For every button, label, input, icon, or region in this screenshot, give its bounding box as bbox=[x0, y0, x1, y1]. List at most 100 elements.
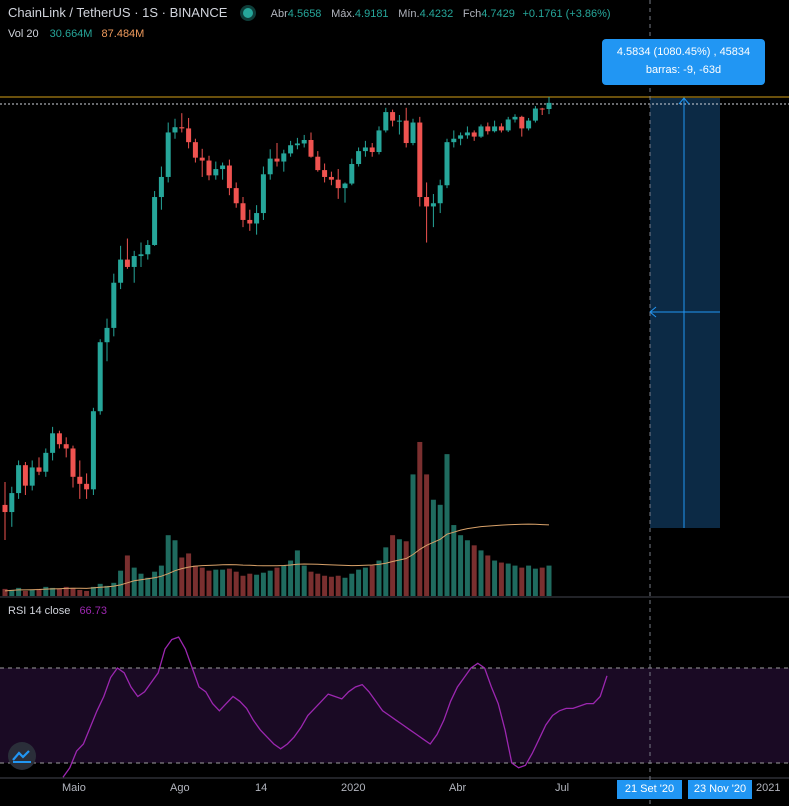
candle-body bbox=[424, 197, 430, 207]
candle-body bbox=[131, 256, 137, 267]
volume-bar bbox=[63, 586, 69, 596]
volume-bar bbox=[532, 568, 538, 596]
volume-bar bbox=[539, 567, 545, 596]
candle-body bbox=[77, 476, 83, 484]
candle-body bbox=[165, 132, 171, 177]
volume-bar bbox=[165, 535, 171, 596]
candle-body bbox=[16, 465, 22, 494]
volume-bar bbox=[213, 569, 219, 596]
volume-bar bbox=[206, 570, 212, 596]
candle-body bbox=[179, 127, 185, 129]
volume-bar bbox=[9, 589, 15, 596]
volume-bar bbox=[247, 573, 253, 596]
volume-bar bbox=[498, 562, 504, 596]
volume-bar bbox=[145, 577, 151, 596]
candle-body bbox=[417, 122, 423, 198]
low-value: 4.4232 bbox=[419, 8, 454, 20]
candle-body bbox=[226, 165, 232, 189]
volume-bar bbox=[43, 586, 49, 596]
x-highlight-start: 21 Set '20 bbox=[617, 780, 682, 799]
candle-body bbox=[220, 165, 226, 170]
volume-bar bbox=[383, 547, 389, 596]
candle-body bbox=[315, 156, 321, 171]
candle-body bbox=[458, 135, 464, 139]
symbol-title[interactable]: ChainLink / TetherUS · 1S · BINANCE bbox=[8, 5, 228, 20]
volume-bar bbox=[349, 573, 355, 596]
candle-body bbox=[118, 259, 124, 283]
volume-bar bbox=[403, 541, 409, 596]
volume-bar bbox=[138, 573, 144, 596]
volume-layer bbox=[2, 441, 552, 596]
volume-bar bbox=[233, 571, 239, 596]
volume-bar bbox=[492, 560, 498, 596]
rsi-label: RSI 14 close bbox=[8, 605, 71, 617]
volume-legend[interactable]: Vol 20 30.664M 87.484M bbox=[8, 28, 144, 40]
volume-bar bbox=[220, 569, 226, 596]
volume-bar bbox=[267, 570, 273, 596]
volume-bar bbox=[22, 590, 28, 596]
volume-bar bbox=[16, 587, 22, 596]
volume-bar bbox=[90, 586, 96, 596]
candle-body bbox=[288, 145, 294, 154]
volume-bar bbox=[356, 569, 362, 596]
candle-body bbox=[498, 126, 504, 131]
volume-bar bbox=[77, 589, 83, 596]
candle-body bbox=[322, 170, 328, 177]
volume-bar bbox=[478, 550, 484, 596]
volume-bar bbox=[294, 550, 300, 596]
candle-body bbox=[43, 452, 49, 472]
close-label: Fch bbox=[462, 8, 482, 20]
market-status-icon bbox=[243, 7, 254, 18]
candle-body bbox=[267, 158, 273, 175]
volume-bar bbox=[152, 571, 158, 596]
volume-bar bbox=[179, 557, 185, 596]
measure-tooltip: 4.5834 (1080.45%) , 45834 barras: -9, -6… bbox=[602, 39, 765, 85]
volume-bar bbox=[328, 576, 334, 596]
candle-body bbox=[492, 126, 498, 132]
candle-body bbox=[356, 151, 362, 165]
volume-bar bbox=[417, 441, 423, 596]
x-tick-jul: Jul bbox=[555, 782, 570, 794]
candle-body bbox=[29, 467, 35, 486]
x-highlight-end: 23 Nov '20 bbox=[688, 780, 752, 799]
volume-bar bbox=[430, 499, 436, 596]
x-tick-2020: 2020 bbox=[341, 782, 366, 794]
volume-bar bbox=[519, 567, 525, 596]
candle-body bbox=[2, 504, 8, 513]
volume-bar bbox=[471, 545, 477, 596]
volume-bar bbox=[505, 563, 511, 596]
volume-label: Vol 20 bbox=[8, 28, 39, 40]
volume-bar bbox=[124, 555, 130, 596]
candle-body bbox=[376, 130, 382, 153]
x-tick-ago: Ago bbox=[170, 782, 190, 794]
candle-body bbox=[512, 116, 518, 120]
candle-body bbox=[50, 433, 56, 453]
measure-area[interactable] bbox=[650, 98, 720, 528]
rsi-legend[interactable]: RSI 14 close 66.73 bbox=[8, 605, 107, 617]
volume-bar bbox=[158, 565, 164, 596]
tradingview-logo-icon[interactable] bbox=[8, 742, 36, 770]
candle-body bbox=[546, 102, 552, 110]
candle-body bbox=[213, 169, 219, 176]
high-value: 4.9181 bbox=[354, 8, 389, 20]
candle-body bbox=[308, 140, 314, 157]
symbol-header: ChainLink / TetherUS · 1S · BINANCE Abr4… bbox=[8, 5, 611, 20]
high-label: Máx. bbox=[331, 8, 355, 20]
volume-bar bbox=[444, 454, 450, 596]
volume-bar bbox=[199, 567, 205, 596]
measure-arrow-head bbox=[678, 97, 690, 105]
candles-layer bbox=[2, 97, 552, 540]
volume-bar bbox=[172, 540, 178, 596]
volume-bar bbox=[512, 565, 518, 596]
candle-body bbox=[328, 176, 334, 180]
volume-bar bbox=[376, 560, 382, 596]
volume-bar bbox=[322, 575, 328, 596]
candle-body bbox=[519, 116, 525, 129]
candle-body bbox=[478, 126, 484, 137]
volume-bar bbox=[308, 571, 314, 596]
candle-body bbox=[505, 119, 511, 131]
candle-body bbox=[281, 153, 287, 162]
volume-bar bbox=[254, 574, 260, 596]
volume-bar bbox=[260, 572, 266, 596]
